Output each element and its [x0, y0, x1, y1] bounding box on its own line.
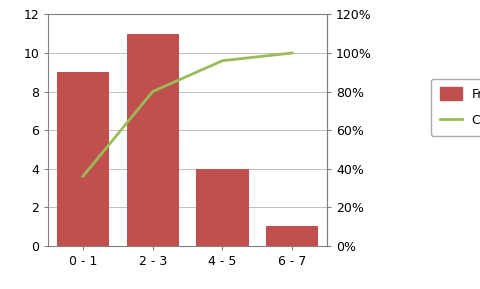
- Bar: [196, 168, 248, 246]
- Bar: [265, 226, 318, 246]
- Legend: Frequency, Cum %: Frequency, Cum %: [430, 79, 480, 136]
- Bar: [57, 72, 109, 246]
- Bar: [126, 34, 179, 246]
